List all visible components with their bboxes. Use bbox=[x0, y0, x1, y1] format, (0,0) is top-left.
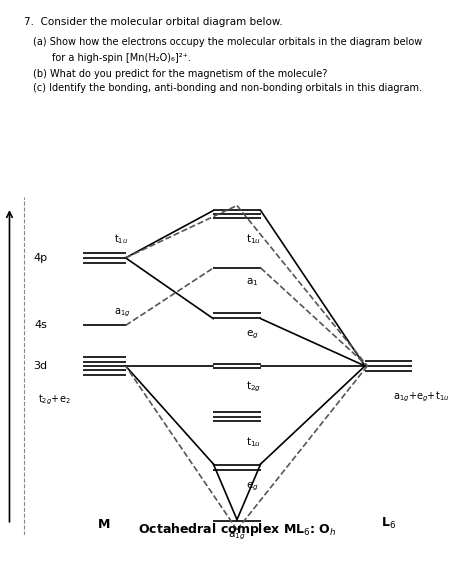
Text: (c) Identify the bonding, anti-bonding and non-bonding orbitals in this diagram.: (c) Identify the bonding, anti-bonding a… bbox=[33, 83, 422, 93]
Text: e$_g$: e$_g$ bbox=[246, 481, 259, 493]
Text: for a high-spin [Mn(H₂O)₆]²⁺.: for a high-spin [Mn(H₂O)₆]²⁺. bbox=[52, 53, 191, 64]
Text: 4s: 4s bbox=[35, 320, 47, 330]
Text: 3d: 3d bbox=[33, 361, 47, 371]
Text: (b) What do you predict for the magnetism of the molecule?: (b) What do you predict for the magnetis… bbox=[33, 69, 328, 79]
Text: t$_{1u}$: t$_{1u}$ bbox=[246, 435, 262, 449]
Text: a$_{1g}$: a$_{1g}$ bbox=[228, 530, 246, 542]
Text: t$_{1u}$: t$_{1u}$ bbox=[246, 233, 262, 247]
Text: (a) Show how the electrons occupy the molecular orbitals in the diagram below: (a) Show how the electrons occupy the mo… bbox=[33, 37, 422, 47]
Text: M: M bbox=[98, 519, 110, 531]
Text: 4p: 4p bbox=[33, 253, 47, 263]
Text: Octahedral complex ML$_6$: O$_h$: Octahedral complex ML$_6$: O$_h$ bbox=[137, 521, 337, 538]
Text: a$_{1g}$+e$_g$+t$_{1u}$: a$_{1g}$+e$_g$+t$_{1u}$ bbox=[393, 390, 450, 404]
Text: a$_1$: a$_1$ bbox=[246, 276, 259, 288]
Text: e$_g$: e$_g$ bbox=[246, 329, 259, 341]
Text: L$_6$: L$_6$ bbox=[381, 516, 396, 531]
Text: t$_{2g}$+e$_2$: t$_{2g}$+e$_2$ bbox=[38, 393, 71, 408]
Text: t$_{1u}$: t$_{1u}$ bbox=[114, 232, 128, 246]
Text: 7.  Consider the molecular orbital diagram below.: 7. Consider the molecular orbital diagra… bbox=[24, 17, 283, 27]
Text: a$_{1g}$: a$_{1g}$ bbox=[114, 307, 130, 319]
Text: t$_{2g}$: t$_{2g}$ bbox=[246, 379, 262, 394]
